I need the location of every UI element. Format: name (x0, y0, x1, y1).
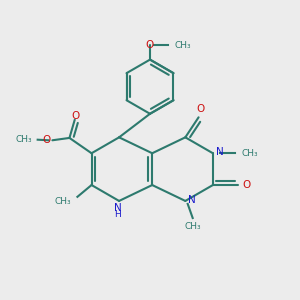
Text: O: O (71, 111, 80, 121)
Text: O: O (146, 40, 154, 50)
Text: CH₃: CH₃ (242, 149, 258, 158)
Text: H: H (114, 210, 121, 219)
Text: CH₃: CH₃ (184, 222, 201, 231)
Text: O: O (43, 135, 51, 145)
Text: O: O (242, 180, 250, 190)
Text: CH₃: CH₃ (54, 197, 71, 206)
Text: N: N (188, 195, 195, 205)
Text: O: O (196, 104, 204, 114)
Text: N: N (216, 147, 224, 158)
Text: CH₃: CH₃ (174, 41, 191, 50)
Text: N: N (114, 203, 122, 213)
Text: CH₃: CH₃ (15, 135, 32, 144)
